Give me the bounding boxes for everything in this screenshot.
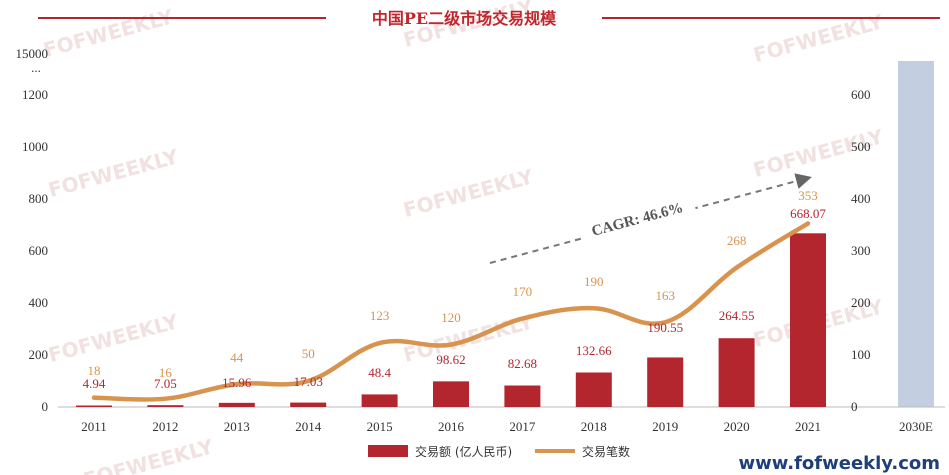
x-tick-label: 2014 <box>295 419 322 434</box>
legend-swatch-bar <box>368 445 408 457</box>
line-data-label: 163 <box>655 288 675 303</box>
x-tick-label: 2018 <box>581 419 607 434</box>
bar-data-label: 48.4 <box>368 365 391 380</box>
x-tick-label: 2012 <box>152 419 178 434</box>
x-tick-label: 2019 <box>652 419 678 434</box>
left-tick-label: 1000 <box>22 139 48 154</box>
bar <box>718 338 755 407</box>
bar-data-label: 82.68 <box>508 356 537 371</box>
x-tick-label: 2020 <box>724 419 750 434</box>
left-axis: 0 200 400 600 800 1000 1200 15000... <box>16 46 49 414</box>
right-tick-label: 0 <box>851 399 858 414</box>
x-axis-ticks: 2011 2012 2013 2014 2015 2016 2017 2018 2019 2020… <box>81 419 933 434</box>
bar <box>361 394 398 407</box>
projection-bar-2030e <box>898 61 934 407</box>
legend-label-bar: 交易额 (亿人民币) <box>415 444 512 459</box>
bar <box>504 385 541 407</box>
line-data-label: 123 <box>370 308 390 323</box>
line-data-label: 353 <box>798 188 818 203</box>
watermark-text: FOFWEEKLY <box>81 434 216 475</box>
right-tick-label: 200 <box>851 295 871 310</box>
bar <box>218 402 255 407</box>
line-data-label: 170 <box>513 284 533 299</box>
left-tick-label: 1200 <box>22 87 48 102</box>
bar <box>76 405 112 407</box>
x-tick-label: 2011 <box>81 419 107 434</box>
left-tick-label: 800 <box>29 191 49 206</box>
x-tick-label: 2017 <box>509 419 536 434</box>
bar <box>433 381 469 407</box>
cagr-label-bg <box>576 190 698 246</box>
bar-data-label: 132.66 <box>576 343 612 358</box>
line-data-label: 44 <box>230 350 244 365</box>
x-tick-label: 2021 <box>795 419 821 434</box>
bar-data-label: 4.94 <box>83 376 106 391</box>
left-tick-label: 200 <box>29 347 49 362</box>
bar-data-label: 7.05 <box>154 376 177 391</box>
bar-data-label: 15.96 <box>222 375 252 390</box>
line-data-label: 120 <box>441 310 461 325</box>
line-data-label: 190 <box>584 274 604 289</box>
right-tick-label: 300 <box>851 243 871 258</box>
left-tick-label: 600 <box>29 243 49 258</box>
watermark-text: FOFWEEKLY <box>401 164 536 222</box>
bar <box>147 405 184 407</box>
right-tick-label: 100 <box>851 347 871 362</box>
bar <box>647 357 684 407</box>
line-series <box>91 221 811 402</box>
bar-data-labels: 4.94 7.05 15.96 17.03 48.4 98.62 82.68 132.66 19… <box>83 206 827 391</box>
count-line <box>91 221 811 402</box>
x-tick-label: 2015 <box>367 419 393 434</box>
bar-series <box>76 233 826 407</box>
bar <box>790 233 826 407</box>
right-tick-label: 600 <box>851 87 871 102</box>
legend-label-line: 交易笔数 <box>582 444 630 459</box>
site-url: www.fofweekly.com <box>739 453 941 474</box>
right-tick-label: 500 <box>851 139 871 154</box>
watermark-text: FOFWEEKLY <box>41 4 176 62</box>
left-axis-break-dots: ... <box>31 60 41 75</box>
bar-data-label: 98.62 <box>436 352 465 367</box>
x-tick-label: 2016 <box>438 419 465 434</box>
watermark-text: FOFWEEKLY <box>46 309 181 367</box>
bar-data-label: 668.07 <box>790 206 826 221</box>
right-axis: 0 100 200 300 400 500 600 <box>851 87 871 414</box>
bar-data-label: 264.55 <box>719 308 755 323</box>
line-data-label: 18 <box>88 363 101 378</box>
line-data-label: 268 <box>727 233 747 248</box>
chart-title: 中国PE二级市场交易规模 <box>372 9 557 28</box>
line-data-labels: 18 16 44 50 123 120 170 190 163 268 353 <box>88 188 818 380</box>
left-tick-label: 0 <box>42 399 49 414</box>
bar-data-label: 17.03 <box>294 374 323 389</box>
x-tick-label: 2030E <box>899 419 933 434</box>
left-tick-label-top: 15000 <box>16 46 49 61</box>
watermark-text: FOFWEEKLY <box>46 144 181 202</box>
line-data-label: 50 <box>302 346 315 361</box>
line-data-label: 16 <box>159 365 173 380</box>
x-tick-label: 2013 <box>224 419 250 434</box>
bar <box>575 372 612 407</box>
right-tick-label: 400 <box>851 191 871 206</box>
bar-data-label: 190.55 <box>647 320 683 335</box>
bar <box>290 402 327 407</box>
left-tick-label: 400 <box>29 295 49 310</box>
